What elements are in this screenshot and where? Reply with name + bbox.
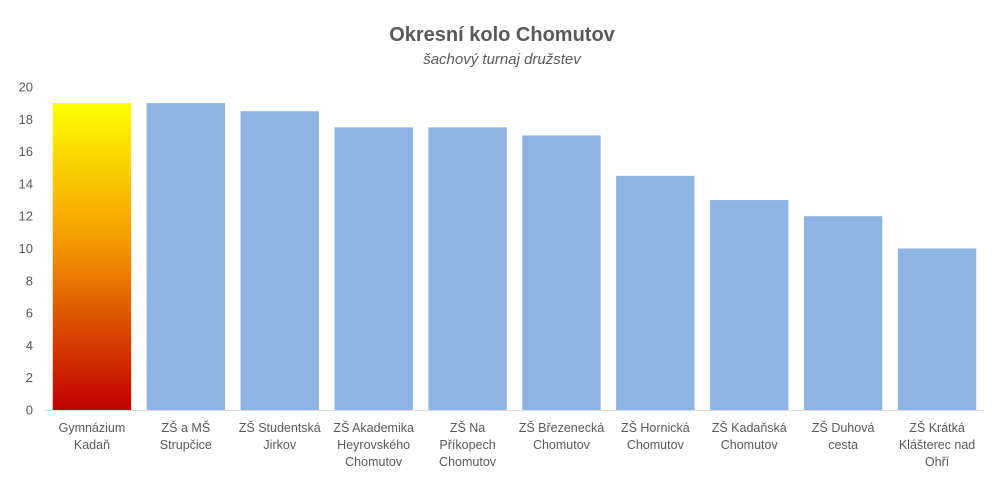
x-tick-label: ZŠ Akademika Heyrovského Chomutov: [333, 420, 414, 469]
x-tick-label: ZŠ Duhová cesta: [812, 420, 875, 452]
x-tick-label: ZŠ Březenecká Chomutov: [519, 420, 605, 452]
x-tick-label: ZŠ Na Příkopech Chomutov: [439, 420, 497, 469]
x-tick-label: ZŠ Studentská Jirkov: [239, 420, 321, 452]
x-tick-label-line: Chomutov: [345, 455, 403, 469]
chart-title: Okresní kolo Chomutov: [389, 24, 615, 46]
x-tick-label-line: ZŠ Na: [450, 420, 485, 435]
bar: [897, 248, 977, 410]
chart-subtitle: šachový turnaj družstev: [423, 51, 582, 68]
x-tick-label-line: Heyrovského: [337, 438, 410, 452]
x-tick-label-line: Gymnázium: [59, 421, 126, 435]
y-tick-label: 10: [19, 241, 33, 256]
x-tick-label-line: Klášterec nad: [899, 438, 975, 452]
x-tick-label-line: ZŠ Akademika: [333, 420, 414, 435]
x-tick-label: ZŠ Kadaňská Chomutov: [712, 420, 787, 452]
x-tick-label-line: Chomutov: [627, 438, 685, 452]
y-axis-ticks: 0 2 4 6 8 10 12 14 16 18 20: [19, 80, 33, 418]
x-tick-label-line: ZŠ Březenecká: [519, 420, 605, 435]
x-axis-labels: Gymnázium Kadaň ZŠ a MŠ Strupčice ZŠ Student…: [59, 420, 976, 469]
x-tick-label-line: Chomutov: [439, 455, 497, 469]
bar: [428, 127, 507, 410]
x-tick-label-line: ZŠ a MŠ: [162, 420, 211, 435]
x-tick-label-line: ZŠ Krátká: [909, 420, 965, 435]
x-tick-label-line: cesta: [828, 438, 858, 452]
x-tick-label-line: ZŠ Hornická: [621, 420, 690, 435]
x-tick-label: ZŠ a MŠ Strupčice: [160, 420, 212, 452]
x-tick-label-line: ZŠ Duhová: [812, 420, 875, 435]
x-tick-label: ZŠ Hornická Chomutov: [621, 420, 690, 452]
x-tick-label-line: Ohří: [925, 455, 950, 469]
y-tick-label: 6: [26, 306, 33, 321]
y-tick-label: 0: [26, 403, 33, 418]
x-tick-label-line: Kadaň: [74, 438, 110, 452]
x-tick-label-line: Strupčice: [160, 438, 212, 452]
x-tick-label-line: Chomutov: [533, 438, 591, 452]
y-tick-label: 20: [19, 80, 33, 95]
bars: [52, 103, 977, 411]
x-tick-label-line: ZŠ Studentská: [239, 420, 321, 435]
y-tick-label: 8: [26, 273, 33, 288]
y-tick-label: 14: [19, 176, 33, 191]
y-tick-label: 16: [19, 144, 33, 159]
y-tick-label: 4: [26, 338, 33, 353]
bar: [616, 175, 695, 410]
x-tick-label-line: ZŠ Kadaňská: [712, 420, 787, 435]
bar: [522, 135, 601, 410]
y-tick-label: 2: [26, 370, 33, 385]
bar: [240, 111, 319, 410]
bar: [146, 103, 226, 411]
bar: [334, 127, 413, 410]
x-tick-label-line: Chomutov: [721, 438, 779, 452]
y-tick-label: 12: [19, 209, 33, 224]
x-tick-label: ZŠ Krátká Klášterec nad Ohří: [899, 420, 975, 469]
bar-highlight: [52, 103, 132, 411]
bar: [710, 200, 789, 410]
bar: [803, 216, 883, 410]
x-tick-label-line: Příkopech: [439, 438, 495, 452]
y-tick-label: 18: [19, 112, 33, 127]
x-tick-label-line: Jirkov: [263, 438, 296, 452]
x-tick-label: Gymnázium Kadaň: [59, 421, 126, 452]
